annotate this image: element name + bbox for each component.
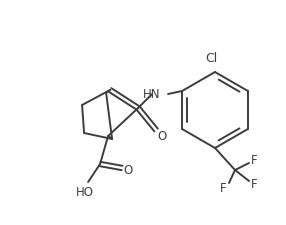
Text: F: F <box>251 155 257 167</box>
Text: O: O <box>158 130 167 142</box>
Text: HN: HN <box>143 88 160 101</box>
Text: F: F <box>251 178 257 191</box>
Text: Cl: Cl <box>205 52 217 65</box>
Text: HO: HO <box>76 185 94 198</box>
Text: O: O <box>124 164 133 176</box>
Text: F: F <box>220 182 226 194</box>
